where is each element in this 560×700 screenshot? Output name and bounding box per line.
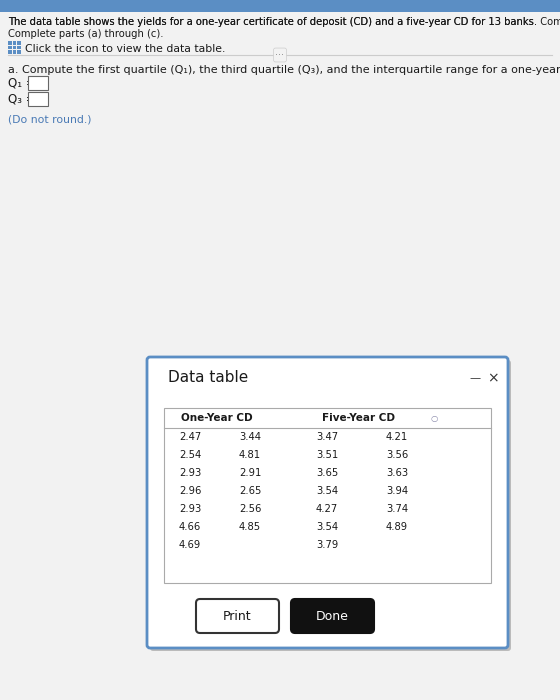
Text: Print: Print: [223, 610, 252, 622]
Bar: [28, 76, 48, 90]
FancyBboxPatch shape: [147, 357, 508, 648]
Text: 3.54: 3.54: [316, 522, 338, 532]
Text: 4.21: 4.21: [386, 432, 408, 442]
Text: Q₃ =: Q₃ =: [8, 92, 36, 106]
Bar: [13, 46, 16, 49]
Text: 2.54: 2.54: [179, 450, 201, 460]
FancyBboxPatch shape: [291, 599, 374, 633]
Text: Five-Year CD: Five-Year CD: [323, 413, 395, 423]
Text: 2.91: 2.91: [239, 468, 261, 478]
Bar: [8, 50, 12, 54]
Text: 4.27: 4.27: [316, 504, 338, 514]
FancyBboxPatch shape: [196, 599, 279, 633]
Bar: [0, 0, 560, 12]
Text: ○: ○: [431, 414, 437, 423]
Bar: [28, 92, 48, 106]
Text: The data table shows the yields for a one-year certificate of deposit (CD) and a: The data table shows the yields for a on…: [8, 17, 560, 27]
Text: (Do not round.): (Do not round.): [8, 115, 91, 125]
Text: ×: ×: [487, 371, 499, 385]
Text: 3.79: 3.79: [316, 540, 338, 550]
Text: 4.69: 4.69: [179, 540, 201, 550]
Text: 4.85: 4.85: [239, 522, 261, 532]
Text: 3.47: 3.47: [316, 432, 338, 442]
Text: One-Year CD: One-Year CD: [181, 413, 253, 423]
Text: —: —: [469, 373, 480, 383]
Text: 3.65: 3.65: [316, 468, 338, 478]
Bar: [8, 46, 12, 49]
Text: 2.93: 2.93: [179, 468, 201, 478]
Text: 2.93: 2.93: [179, 504, 201, 514]
Text: 2.47: 2.47: [179, 432, 201, 442]
Text: 3.44: 3.44: [239, 432, 261, 442]
Text: Done: Done: [316, 610, 349, 622]
Text: ···: ···: [276, 50, 284, 60]
Bar: [13, 41, 16, 45]
Text: Click the icon to view the data table.: Click the icon to view the data table.: [25, 44, 226, 54]
Bar: [17, 50, 21, 54]
Text: 3.54: 3.54: [316, 486, 338, 496]
Text: a. Compute the first quartile (Q₁), the third quartile (Q₃), and the interquarti: a. Compute the first quartile (Q₁), the …: [8, 65, 560, 75]
Text: The data table shows the yields for a one-year certificate of deposit (CD) and a: The data table shows the yields for a on…: [8, 17, 537, 38]
Text: Q₁ =: Q₁ =: [8, 76, 36, 90]
Bar: [17, 41, 21, 45]
Bar: [17, 46, 21, 49]
Text: 2.96: 2.96: [179, 486, 201, 496]
Text: 3.74: 3.74: [386, 504, 408, 514]
Bar: [164, 408, 491, 583]
Text: 4.89: 4.89: [386, 522, 408, 532]
Text: 4.81: 4.81: [239, 450, 261, 460]
Text: 3.63: 3.63: [386, 468, 408, 478]
Text: 4.66: 4.66: [179, 522, 201, 532]
Text: 3.51: 3.51: [316, 450, 338, 460]
Text: 3.56: 3.56: [386, 450, 408, 460]
Bar: [13, 50, 16, 54]
Text: 2.65: 2.65: [239, 486, 261, 496]
Text: 2.56: 2.56: [239, 504, 261, 514]
FancyBboxPatch shape: [150, 360, 511, 651]
Text: Data table: Data table: [168, 370, 248, 386]
Bar: [8, 41, 12, 45]
Text: 3.94: 3.94: [386, 486, 408, 496]
